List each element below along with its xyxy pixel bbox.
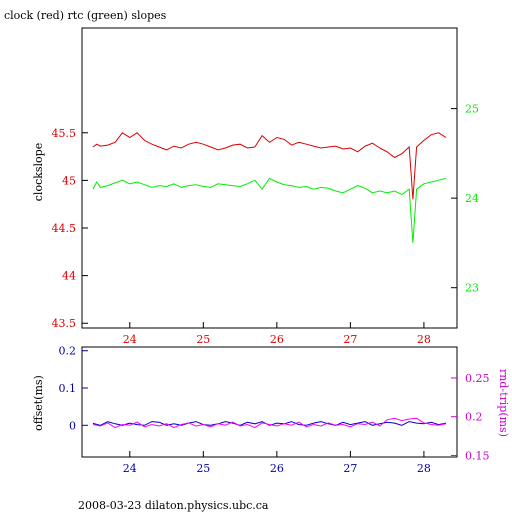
offset-roundtrip-chart: offset(ms) rnd-trip(ms) 24 25 26 27 28 00.10… <box>32 345 510 475</box>
top-x-axis: 24 25 26 27 28 <box>123 322 431 346</box>
y2-tick-label: 23 <box>465 282 479 295</box>
series-line-rtc <box>92 177 447 243</box>
x-tick-label: 26 <box>270 462 284 475</box>
y-tick-label: 0.2 <box>59 345 77 358</box>
bottom-plot-frame <box>81 346 458 458</box>
footer-text: 2008-03-23 dilaton.physics.ubc.ca <box>78 499 269 512</box>
series-line-offset <box>92 421 447 426</box>
y2-tick-label: 0.15 <box>465 449 490 462</box>
y-tick-label: 0.1 <box>59 382 77 395</box>
x-tick-label: 26 <box>270 333 284 346</box>
bottom-series-group <box>92 417 447 429</box>
top-left-axis: 43.5 44 44.5 45 45.5 <box>52 127 88 330</box>
x-tick-label: 25 <box>196 462 210 475</box>
y-tick-label: 44 <box>62 270 76 283</box>
top-right-axis: 23 24 25 <box>451 103 479 295</box>
y-tick-label: 43.5 <box>52 317 77 330</box>
top-chart-title: clock (red) rtc (green) slopes <box>4 9 167 22</box>
y-tick-label: 44.5 <box>52 222 77 235</box>
x-tick-label: 27 <box>343 462 357 475</box>
top-series-group <box>92 132 447 243</box>
bottom-left-axis: 0 0.1 0.2 <box>59 345 88 432</box>
bottom-chart-y2label: rnd-trip(ms) <box>497 369 510 437</box>
y2-tick-label: 0.25 <box>465 372 490 385</box>
x-tick-label: 27 <box>343 333 357 346</box>
y-tick-label: 0 <box>69 419 76 432</box>
y-tick-label: 45.5 <box>52 127 77 140</box>
bottom-right-axis: 0.15 0.2 0.25 <box>451 372 490 462</box>
top-chart-ylabel: clockslope <box>32 143 45 201</box>
x-tick-label: 25 <box>196 333 210 346</box>
series-line-clock <box>92 132 447 200</box>
y2-tick-label: 0.2 <box>465 411 483 424</box>
top-plot-frame <box>81 27 458 329</box>
x-tick-label: 28 <box>417 462 431 475</box>
bottom-chart-ylabel: offset(ms) <box>32 375 45 431</box>
bottom-x-axis: 24 25 26 27 28 <box>123 451 431 475</box>
x-tick-label: 24 <box>123 462 137 475</box>
y-tick-label: 45 <box>62 174 76 187</box>
x-tick-label: 24 <box>123 333 137 346</box>
x-tick-label: 28 <box>417 333 431 346</box>
y2-tick-label: 25 <box>465 103 479 116</box>
series-line-rnd-trip <box>92 417 447 429</box>
clock-rtc-slope-chart: clock (red) rtc (green) slopes clockslop… <box>4 9 479 346</box>
y2-tick-label: 24 <box>465 192 479 205</box>
